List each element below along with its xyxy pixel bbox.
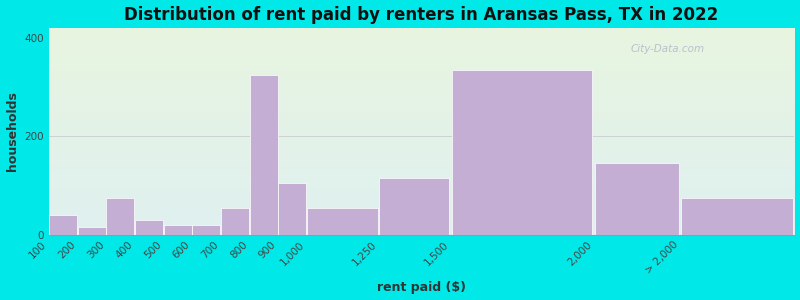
Y-axis label: households: households [6,91,18,171]
Bar [250,75,278,235]
Bar [379,178,450,235]
Bar [78,227,106,235]
Bar [106,198,134,235]
Text: City-Data.com: City-Data.com [630,44,705,54]
Bar [594,163,679,235]
Bar [452,70,592,235]
Bar [164,225,192,235]
Title: Distribution of rent paid by renters in Aransas Pass, TX in 2022: Distribution of rent paid by renters in … [124,6,718,24]
Bar [681,198,794,235]
Bar [135,220,163,235]
Bar [49,215,77,235]
Bar [192,225,221,235]
Bar [221,208,249,235]
Bar [307,208,378,235]
X-axis label: rent paid ($): rent paid ($) [377,281,466,294]
Bar [278,183,306,235]
